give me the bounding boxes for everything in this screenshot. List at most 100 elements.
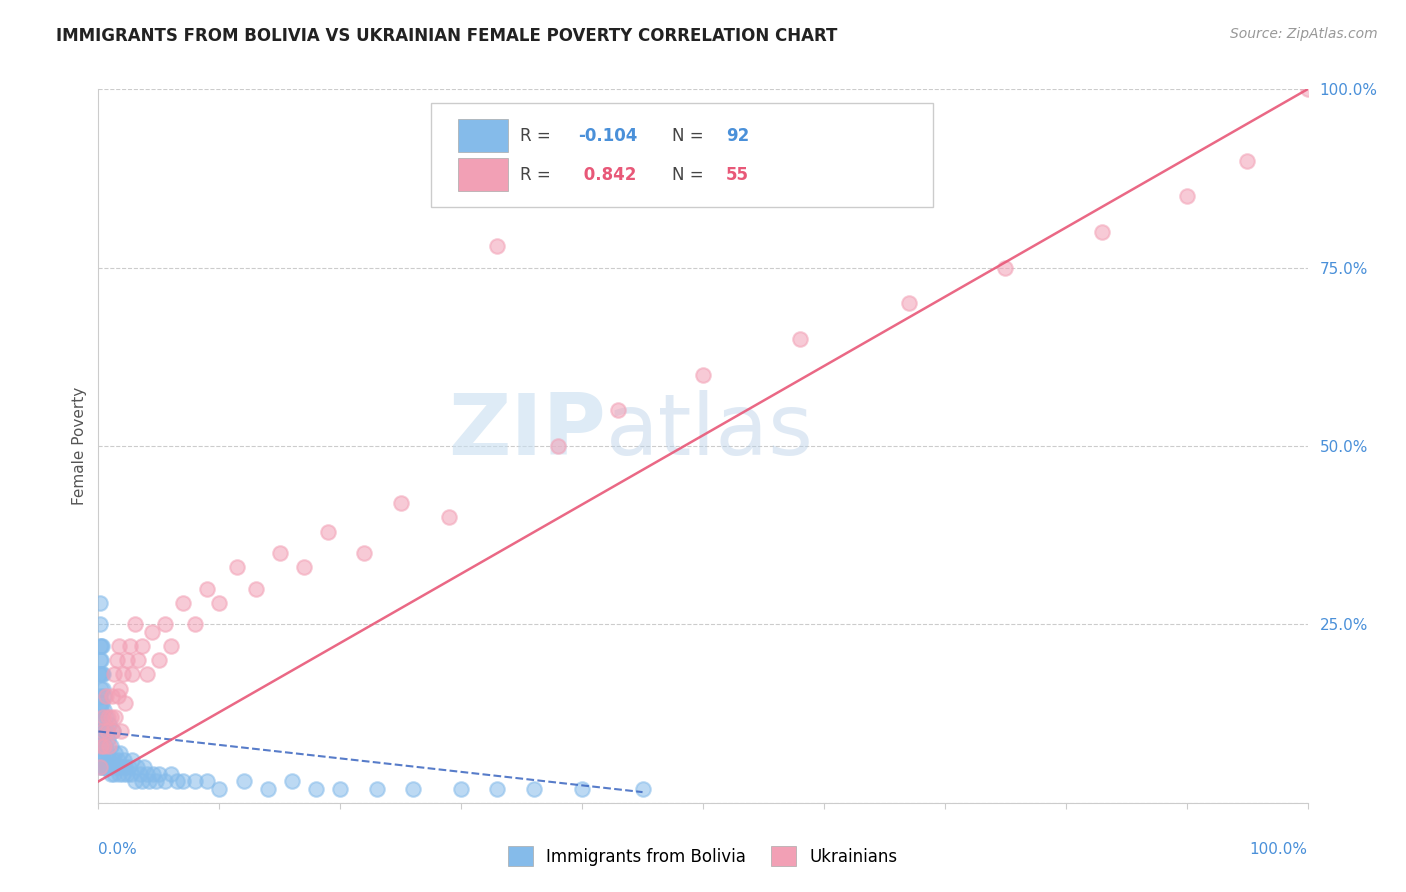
Point bbox=[100, 689, 122, 703]
Point bbox=[90, 710, 112, 724]
Point bbox=[547, 439, 569, 453]
Y-axis label: Female Poverty: Female Poverty bbox=[72, 387, 87, 505]
Point bbox=[89, 667, 111, 681]
Point bbox=[148, 767, 170, 781]
Point bbox=[184, 617, 207, 632]
Text: 55: 55 bbox=[725, 166, 749, 184]
Text: ZIP: ZIP bbox=[449, 390, 606, 474]
Point bbox=[127, 760, 149, 774]
Point bbox=[107, 753, 129, 767]
Point bbox=[607, 403, 630, 417]
Legend: Immigrants from Bolivia, Ukrainians: Immigrants from Bolivia, Ukrainians bbox=[501, 838, 905, 875]
Point bbox=[98, 753, 121, 767]
Point bbox=[90, 681, 112, 696]
Point bbox=[160, 639, 183, 653]
Point bbox=[101, 724, 124, 739]
Point bbox=[121, 753, 143, 767]
Point bbox=[523, 781, 546, 796]
Point bbox=[631, 781, 654, 796]
Point bbox=[98, 717, 121, 731]
Point bbox=[93, 703, 115, 717]
Point bbox=[110, 760, 132, 774]
Point bbox=[96, 724, 118, 739]
Point bbox=[124, 774, 146, 789]
Point bbox=[105, 653, 128, 667]
Point bbox=[316, 524, 339, 539]
Point bbox=[90, 639, 112, 653]
Point bbox=[1091, 225, 1114, 239]
Text: atlas: atlas bbox=[606, 390, 814, 474]
Point bbox=[114, 760, 136, 774]
Point bbox=[571, 781, 593, 796]
Point bbox=[131, 639, 153, 653]
Point bbox=[96, 746, 118, 760]
Point bbox=[100, 739, 122, 753]
Point bbox=[153, 617, 176, 632]
Point bbox=[789, 332, 811, 346]
Point bbox=[93, 746, 115, 760]
Point bbox=[281, 774, 304, 789]
Point bbox=[117, 767, 139, 781]
Point bbox=[89, 760, 111, 774]
Point bbox=[89, 689, 111, 703]
Point bbox=[153, 774, 176, 789]
Point bbox=[1236, 153, 1258, 168]
Point bbox=[124, 617, 146, 632]
Point bbox=[104, 710, 127, 724]
Point bbox=[353, 546, 375, 560]
Text: N =: N = bbox=[672, 127, 709, 145]
Point bbox=[94, 739, 117, 753]
Point bbox=[91, 696, 114, 710]
Text: 0.842: 0.842 bbox=[578, 166, 637, 184]
Point bbox=[120, 767, 142, 781]
Point bbox=[1296, 82, 1319, 96]
Point bbox=[105, 760, 128, 774]
Point bbox=[90, 724, 112, 739]
Point bbox=[208, 781, 231, 796]
Text: IMMIGRANTS FROM BOLIVIA VS UKRAINIAN FEMALE POVERTY CORRELATION CHART: IMMIGRANTS FROM BOLIVIA VS UKRAINIAN FEM… bbox=[56, 27, 838, 45]
Point bbox=[172, 596, 194, 610]
Point bbox=[131, 774, 153, 789]
Point bbox=[148, 653, 170, 667]
Text: Source: ZipAtlas.com: Source: ZipAtlas.com bbox=[1230, 27, 1378, 41]
Point bbox=[108, 767, 131, 781]
Point bbox=[450, 781, 472, 796]
Point bbox=[89, 667, 111, 681]
Point bbox=[437, 510, 460, 524]
Point bbox=[100, 760, 122, 774]
Point bbox=[91, 760, 114, 774]
Point bbox=[111, 767, 134, 781]
Point bbox=[90, 739, 112, 753]
Point bbox=[89, 753, 111, 767]
Point bbox=[232, 774, 254, 789]
Point bbox=[166, 774, 188, 789]
Point bbox=[89, 724, 111, 739]
Point bbox=[118, 760, 141, 774]
Point bbox=[245, 582, 267, 596]
Point bbox=[97, 710, 120, 724]
Point bbox=[91, 681, 114, 696]
Point bbox=[89, 739, 111, 753]
Point bbox=[89, 596, 111, 610]
Point bbox=[94, 710, 117, 724]
Point bbox=[145, 774, 167, 789]
Point bbox=[97, 731, 120, 746]
Point bbox=[91, 724, 114, 739]
Point bbox=[897, 296, 920, 310]
Point bbox=[184, 774, 207, 789]
FancyBboxPatch shape bbox=[457, 159, 509, 191]
Point bbox=[101, 724, 124, 739]
Text: R =: R = bbox=[520, 127, 557, 145]
Point bbox=[172, 774, 194, 789]
Point bbox=[93, 760, 115, 774]
Point bbox=[101, 753, 124, 767]
Point bbox=[108, 681, 131, 696]
Point bbox=[104, 746, 127, 760]
Point bbox=[90, 653, 112, 667]
Point bbox=[89, 639, 111, 653]
Point bbox=[91, 753, 114, 767]
Point bbox=[195, 582, 218, 596]
Point bbox=[208, 596, 231, 610]
Point bbox=[112, 753, 135, 767]
Point bbox=[994, 260, 1017, 275]
